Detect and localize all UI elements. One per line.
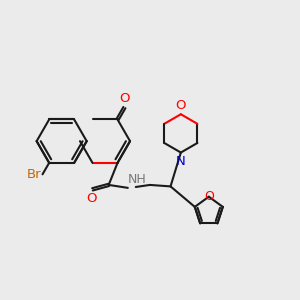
Text: NH: NH [128,172,147,185]
Text: O: O [86,192,96,205]
Text: O: O [119,92,130,105]
Text: Br: Br [26,168,41,181]
Text: O: O [176,99,186,112]
Text: N: N [176,155,186,168]
Text: O: O [204,190,214,203]
